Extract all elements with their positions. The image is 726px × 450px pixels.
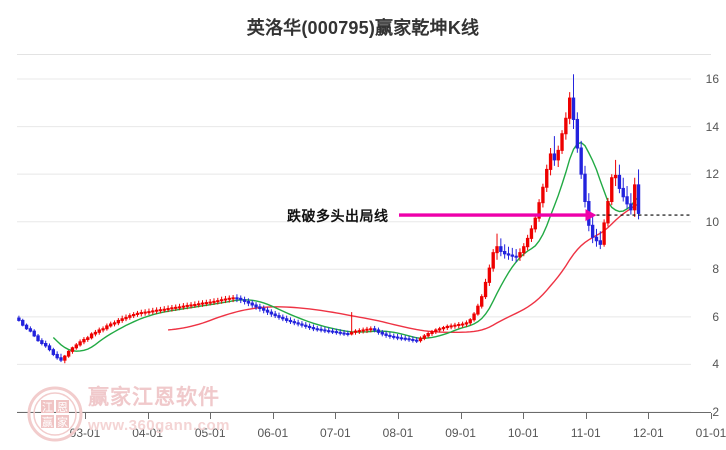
chart-header: 英洛华(000795)赢家乾坤K线 xyxy=(0,0,726,55)
annotation-arrow xyxy=(399,209,597,222)
ma-short-line xyxy=(52,141,639,352)
x-tick-mark xyxy=(648,413,650,419)
x-tick-mark xyxy=(460,413,462,419)
x-tick-label: 07-01 xyxy=(320,426,351,440)
y-tick-label: 12 xyxy=(705,167,719,182)
y-tick-label: 4 xyxy=(712,357,719,372)
ma-long-line xyxy=(168,203,639,334)
x-tick-label: 01-01 xyxy=(695,426,726,440)
candles-group xyxy=(17,74,641,364)
x-tick-mark xyxy=(85,413,86,419)
page-title: 英洛华(000795)赢家乾坤K线 xyxy=(246,18,480,38)
annotation-text: 跌破多头出局线 xyxy=(287,208,389,225)
y-axis: 16 14 12 10 8 6 4 2 xyxy=(691,60,726,418)
header-divider xyxy=(17,54,711,55)
x-tick-mark xyxy=(585,413,587,419)
y-tick-label: 10 xyxy=(705,214,719,229)
x-tick-label: 10-01 xyxy=(507,426,539,440)
x-tick-label: 11-01 xyxy=(570,426,601,440)
x-tick-label: 12-01 xyxy=(633,426,664,440)
y-tick-label: 6 xyxy=(712,309,719,324)
x-tick-label: 04-01 xyxy=(132,426,163,440)
x-tick-label: 05-01 xyxy=(194,426,226,440)
gridlines xyxy=(17,78,691,412)
x-tick-label: 09-01 xyxy=(445,426,476,440)
x-tick-mark xyxy=(272,413,274,419)
chart-plot-area xyxy=(17,60,691,412)
y-tick-label: 8 xyxy=(712,262,719,277)
y-tick-label: 16 xyxy=(705,72,719,87)
x-tick-label: 06-01 xyxy=(257,426,289,440)
x-tick-mark xyxy=(210,413,212,419)
x-tick-mark xyxy=(147,413,149,419)
x-tick-mark xyxy=(335,413,337,419)
x-axis: 03-01 04-01 05-01 06-01 07-01 08-01 09-01 10-01… xyxy=(17,412,726,450)
x-tick-mark xyxy=(711,413,712,419)
x-tick-label: 08-01 xyxy=(382,426,414,440)
x-tick-mark xyxy=(523,413,525,419)
y-tick-label: 2 xyxy=(712,405,719,419)
x-tick-label: 03-01 xyxy=(69,426,101,440)
y-tick-label: 14 xyxy=(705,119,719,134)
x-axis-line xyxy=(17,412,711,413)
x-tick-mark xyxy=(398,413,399,419)
candlestick-chart-svg xyxy=(17,74,691,412)
